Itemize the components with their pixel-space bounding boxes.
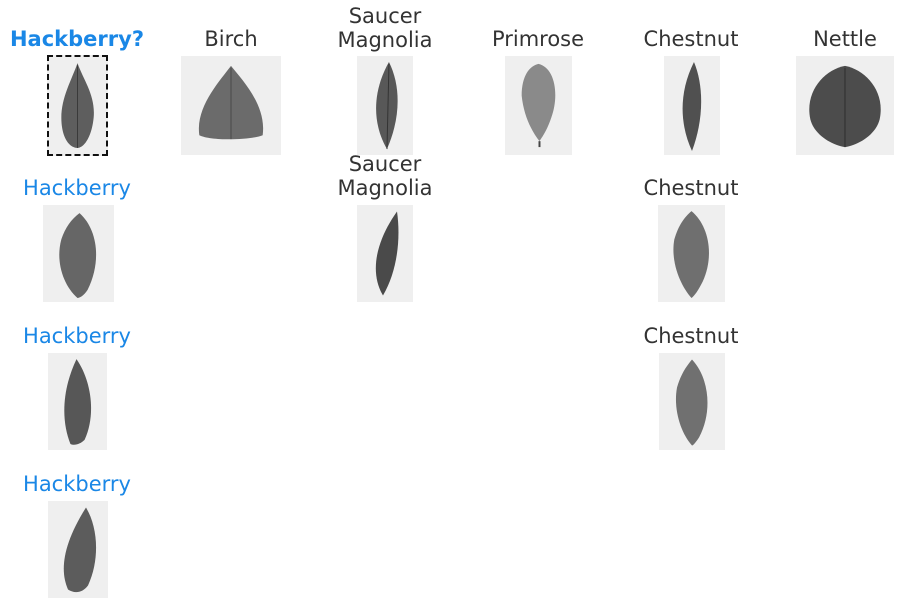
label-saucer-magnolia: Saucer Magnolia: [337, 152, 432, 200]
query-label: Hackberry?: [9, 27, 145, 51]
label-chestnut: Chestnut: [643, 176, 739, 200]
label-birch: Birch: [204, 27, 258, 51]
leaf-image-saucer-magnolia: [357, 205, 413, 302]
label-nettle: Nettle: [813, 27, 877, 51]
leaf-image-hackberry: [48, 353, 107, 450]
label-hackberry: Hackberry: [23, 176, 131, 200]
leaf-image-nettle: [796, 56, 894, 155]
leaf-image-chestnut: [659, 353, 725, 450]
leaf-icon: [682, 61, 702, 152]
label-saucer-magnolia: Saucer Magnolia: [337, 4, 432, 52]
leaf-icon: [673, 211, 709, 298]
label-hackberry: Hackberry: [23, 324, 131, 348]
label-line: Magnolia: [337, 176, 433, 200]
leaf-icon: [376, 61, 398, 150]
query-leaf-image: [47, 55, 108, 156]
label-line: Saucer: [348, 152, 422, 176]
leaf-image-hackberry: [43, 205, 114, 302]
leaf-image-saucer-magnolia: [357, 56, 413, 155]
label-hackberry: Hackberry: [23, 472, 131, 496]
label-line: Magnolia: [337, 28, 433, 52]
leaf-icon: [675, 359, 708, 446]
leaf-image-hackberry: [48, 501, 108, 598]
leaf-image-chestnut: [664, 56, 720, 155]
leaf-image-birch: [181, 56, 281, 155]
leaf-icon: [198, 65, 264, 140]
leaf-icon: [521, 63, 556, 148]
label-chestnut: Chestnut: [643, 27, 739, 51]
leaf-icon: [63, 507, 97, 593]
label-line: Saucer: [348, 4, 422, 28]
label-primrose: Primrose: [491, 27, 585, 51]
label-chestnut: Chestnut: [643, 324, 739, 348]
leaf-image-chestnut: [658, 205, 725, 302]
leaf-icon: [375, 211, 399, 296]
leaf-icon: [59, 213, 97, 298]
query-highlight-box: [47, 55, 108, 156]
leaf-icon: [809, 65, 881, 148]
leaf-icon: [64, 359, 92, 445]
leaf-image-primrose: [505, 56, 572, 155]
leaf-icon: [61, 63, 94, 148]
